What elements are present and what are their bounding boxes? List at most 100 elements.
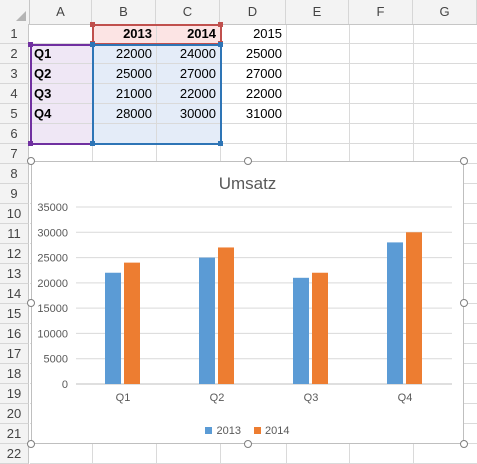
values-range-border-right: [220, 44, 222, 144]
legend-label-2014: 2014: [265, 425, 290, 437]
y-tick-label: 35000: [37, 202, 68, 214]
cell-a5[interactable]: Q4: [34, 106, 52, 121]
cell-c2[interactable]: 24000: [179, 46, 216, 61]
row-header-3[interactable]: 3: [0, 64, 29, 84]
cell-b5[interactable]: 28000: [115, 106, 152, 121]
chart-object[interactable]: Umsatz 0 5000 10000 15000 20000 25000 30000 350…: [31, 161, 464, 444]
y-tick-label: 25000: [37, 253, 68, 265]
cell-a4[interactable]: Q3: [34, 86, 52, 101]
row-gridline: [30, 63, 477, 64]
column-header-c[interactable]: C: [156, 0, 220, 24]
column-header-e[interactable]: E: [286, 0, 349, 24]
row-header-13[interactable]: 13: [0, 264, 29, 284]
select-all-corner[interactable]: [0, 0, 30, 24]
bar-2013-Q4[interactable]: [387, 242, 403, 384]
row-header-4[interactable]: 4: [0, 84, 29, 104]
row-header-8[interactable]: 8: [0, 164, 29, 184]
row-header-20[interactable]: 20: [0, 404, 29, 424]
chart-plot-area[interactable]: 0 5000 10000 15000 20000 25000 30000 35000 Q1 Q2 Q…: [32, 162, 463, 443]
bar-2014-Q4[interactable]: [406, 232, 422, 384]
cell-d1[interactable]: 2015: [253, 26, 282, 41]
chart-resize-handle[interactable]: [243, 440, 252, 448]
row-header-11[interactable]: 11: [0, 224, 29, 244]
row-header-19[interactable]: 19: [0, 384, 29, 404]
row-header-15[interactable]: 15: [0, 304, 29, 324]
chart-resize-handle[interactable]: [243, 157, 252, 165]
row-header-10[interactable]: 10: [0, 204, 29, 224]
column-header-b[interactable]: B: [92, 0, 156, 24]
select-all-triangle-icon: [16, 11, 26, 21]
row-header-12[interactable]: 12: [0, 244, 29, 264]
chart-legend[interactable]: 2013 2014: [32, 425, 463, 437]
chart-resize-handle[interactable]: [27, 157, 35, 165]
row-header-1[interactable]: 1: [0, 24, 29, 44]
cell-b1[interactable]: 2013: [123, 26, 152, 41]
row-header-5[interactable]: 5: [0, 104, 29, 124]
category-range-border-resize-handle[interactable]: [28, 141, 33, 146]
chart-resize-handle[interactable]: [460, 298, 468, 307]
column-header-bar: [0, 0, 477, 25]
cell-b3[interactable]: 25000: [115, 66, 152, 81]
row-header-6[interactable]: 6: [0, 124, 29, 144]
chart-resize-handle[interactable]: [460, 440, 468, 448]
chart-resize-handle[interactable]: [27, 298, 35, 307]
cell-b4[interactable]: 21000: [115, 86, 152, 101]
bar-2014-Q3[interactable]: [312, 272, 328, 384]
bar-2014-Q1[interactable]: [124, 262, 140, 384]
cell-c5[interactable]: 30000: [179, 106, 216, 121]
row-header-16[interactable]: 16: [0, 324, 29, 344]
cell-c3[interactable]: 27000: [179, 66, 216, 81]
cell-d5[interactable]: 31000: [245, 106, 282, 121]
y-tick-label: 0: [62, 379, 68, 391]
category-range-border-bottom: [30, 143, 93, 145]
x-tick-label: Q3: [304, 392, 319, 404]
cell-d2[interactable]: 25000: [245, 46, 282, 61]
bar-2013-Q1[interactable]: [105, 272, 121, 384]
row-header-18[interactable]: 18: [0, 364, 29, 384]
values-range-border-top: [92, 44, 221, 46]
x-tick-label: Q2: [210, 392, 225, 404]
y-tick-label: 5000: [44, 354, 68, 366]
chart-title[interactable]: Umsatz: [218, 174, 277, 193]
y-tick-label: 30000: [37, 227, 68, 239]
column-header-f[interactable]: F: [349, 0, 413, 24]
row-header-17[interactable]: 17: [0, 344, 29, 364]
row-header-14[interactable]: 14: [0, 284, 29, 304]
series-name-range-border-resize-handle[interactable]: [218, 22, 223, 27]
cell-d4[interactable]: 22000: [245, 86, 282, 101]
x-tick-label: Q4: [398, 392, 413, 404]
legend-swatch-2014: [254, 427, 262, 434]
values-range-border-resize-handle[interactable]: [218, 42, 223, 47]
cell-d3[interactable]: 27000: [245, 66, 282, 81]
bar-2013-Q2[interactable]: [199, 257, 215, 384]
bar-2013-Q3[interactable]: [293, 277, 309, 384]
column-header-d[interactable]: D: [220, 0, 286, 24]
cell-c4[interactable]: 22000: [179, 86, 216, 101]
row-header-22[interactable]: 22: [0, 444, 29, 464]
row-header-2[interactable]: 2: [0, 44, 29, 64]
values-range-border-resize-handle[interactable]: [218, 141, 223, 146]
legend-swatch-2013: [205, 427, 213, 434]
row-header-7[interactable]: 7: [0, 144, 29, 164]
row-gridline: [30, 43, 477, 44]
bar-2014-Q2[interactable]: [218, 247, 234, 384]
values-range-border-resize-handle[interactable]: [90, 141, 95, 146]
cell-a2[interactable]: Q1: [34, 46, 52, 61]
cell-c1[interactable]: 2014: [187, 26, 216, 41]
row-header-9[interactable]: 9: [0, 184, 29, 204]
series-name-range-border-resize-handle[interactable]: [90, 22, 95, 27]
legend-item-2014: 2014: [254, 425, 290, 437]
category-range-border-resize-handle[interactable]: [28, 42, 33, 47]
cell-a3[interactable]: Q2: [34, 66, 52, 81]
row-gridline: [30, 143, 477, 144]
category-range-border-left: [30, 44, 32, 144]
series-name-range-border-right: [220, 24, 222, 44]
cell-b2[interactable]: 22000: [115, 46, 152, 61]
column-header-a[interactable]: A: [30, 0, 92, 24]
column-header-g[interactable]: G: [413, 0, 477, 24]
values-range-border-left: [92, 44, 94, 144]
values-range-border-resize-handle[interactable]: [90, 42, 95, 47]
chart-resize-handle[interactable]: [460, 157, 468, 165]
chart-resize-handle[interactable]: [27, 440, 35, 448]
row-header-21[interactable]: 21: [0, 424, 29, 444]
